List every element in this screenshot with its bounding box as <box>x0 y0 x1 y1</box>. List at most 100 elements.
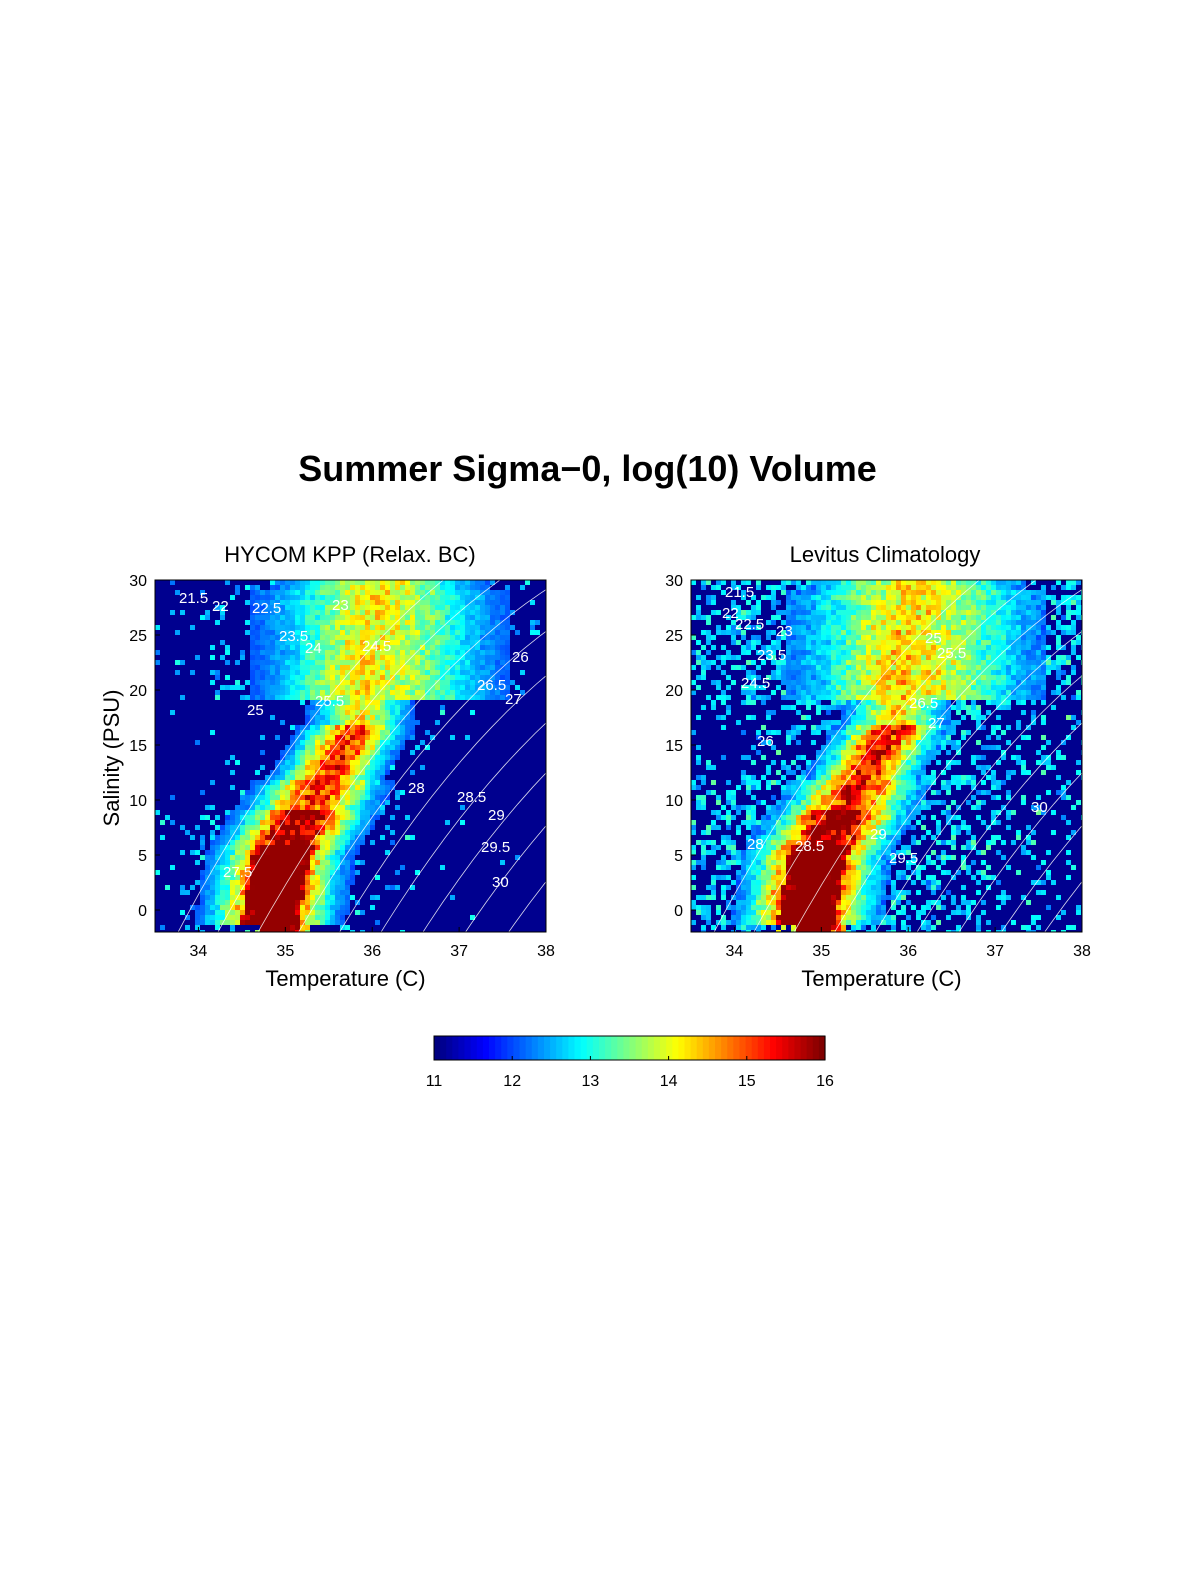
histogram-cell <box>355 645 360 650</box>
histogram-cell <box>255 835 260 840</box>
histogram-cell <box>741 580 746 585</box>
histogram-cell <box>330 695 335 700</box>
histogram-cell <box>480 695 485 700</box>
histogram-cell <box>856 625 861 630</box>
histogram-cell <box>816 670 821 675</box>
histogram-cell <box>846 675 851 680</box>
histogram-cell <box>385 725 390 730</box>
histogram-cell <box>826 640 831 645</box>
histogram-cell <box>981 655 986 660</box>
histogram-cell <box>495 640 500 645</box>
histogram-cell <box>771 675 776 680</box>
histogram-cell <box>370 775 375 780</box>
histogram-cell <box>295 605 300 610</box>
histogram-cell <box>1036 695 1041 700</box>
histogram-cell <box>255 685 260 690</box>
histogram-cell <box>350 755 355 760</box>
histogram-cell <box>781 680 786 685</box>
histogram-cell <box>876 765 881 770</box>
histogram-cell <box>811 780 816 785</box>
histogram-cell <box>355 600 360 605</box>
histogram-cell <box>355 730 360 735</box>
histogram-cell <box>1006 685 1011 690</box>
histogram-cell <box>706 665 711 670</box>
histogram-cell <box>355 670 360 675</box>
histogram-cell <box>736 630 741 635</box>
histogram-cell <box>911 675 916 680</box>
histogram-cell <box>791 660 796 665</box>
histogram-cell <box>215 880 220 885</box>
histogram-cell <box>846 595 851 600</box>
histogram-cell <box>410 710 415 715</box>
histogram-cell <box>1066 605 1071 610</box>
histogram-cell <box>1051 615 1056 620</box>
histogram-cell <box>771 650 776 655</box>
histogram-cell <box>380 615 385 620</box>
histogram-cell <box>991 730 996 735</box>
histogram-cell <box>270 885 275 890</box>
histogram-cell <box>826 650 831 655</box>
histogram-cell <box>440 710 445 715</box>
histogram-cell <box>335 705 340 710</box>
histogram-cell <box>295 690 300 695</box>
histogram-cell <box>270 665 275 670</box>
histogram-cell <box>160 835 165 840</box>
histogram-cell <box>250 650 255 655</box>
histogram-cell <box>916 755 921 760</box>
histogram-cell <box>270 650 275 655</box>
histogram-cell <box>290 890 295 895</box>
histogram-cell <box>335 645 340 650</box>
histogram-cell <box>986 690 991 695</box>
histogram-cell <box>390 840 395 845</box>
histogram-cell <box>996 725 1001 730</box>
histogram-cell <box>966 645 971 650</box>
histogram-cell <box>215 885 220 890</box>
histogram-cell <box>866 675 871 680</box>
histogram-cell <box>721 630 726 635</box>
histogram-cell <box>350 830 355 835</box>
histogram-cell <box>981 615 986 620</box>
histogram-cell <box>495 670 500 675</box>
histogram-cell <box>365 635 370 640</box>
histogram-cell <box>290 845 295 850</box>
histogram-cell <box>470 615 475 620</box>
histogram-cell <box>300 655 305 660</box>
histogram-cell <box>741 775 746 780</box>
histogram-cell <box>420 665 425 670</box>
histogram-cell <box>440 610 445 615</box>
histogram-cell <box>766 740 771 745</box>
histogram-cell <box>400 645 405 650</box>
histogram-cell <box>911 625 916 630</box>
histogram-cell <box>305 695 310 700</box>
histogram-cell <box>821 780 826 785</box>
histogram-cell <box>786 660 791 665</box>
histogram-cell <box>696 615 701 620</box>
histogram-cell <box>956 645 961 650</box>
histogram-cell <box>405 595 410 600</box>
histogram-cell <box>280 780 285 785</box>
histogram-cell <box>375 725 380 730</box>
histogram-cell <box>1016 580 1021 585</box>
histogram-cell <box>395 720 400 725</box>
histogram-cell <box>250 890 255 895</box>
histogram-cell <box>320 895 325 900</box>
histogram-cell <box>831 595 836 600</box>
histogram-cell <box>841 660 846 665</box>
histogram-cell <box>310 830 315 835</box>
histogram-cell <box>295 905 300 910</box>
histogram-cell <box>871 775 876 780</box>
histogram-cell <box>906 670 911 675</box>
histogram-cell <box>205 920 210 925</box>
histogram-cell <box>731 635 736 640</box>
histogram-cell <box>791 665 796 670</box>
histogram-cell <box>801 630 806 635</box>
histogram-cell <box>295 760 300 765</box>
histogram-cell <box>310 750 315 755</box>
histogram-cell <box>405 650 410 655</box>
histogram-cell <box>455 595 460 600</box>
histogram-cell <box>380 685 385 690</box>
histogram-cell <box>340 695 345 700</box>
histogram-cell <box>400 590 405 595</box>
histogram-cell <box>165 885 170 890</box>
histogram-cell <box>956 720 961 725</box>
